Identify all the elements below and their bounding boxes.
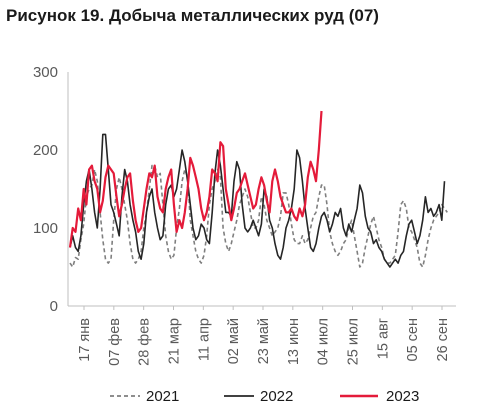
x-tick-label: 28 фев xyxy=(137,318,153,366)
x-tick-label: 15 авг xyxy=(375,318,391,359)
x-tick-label: 21 мар xyxy=(167,318,183,364)
series-line-2023 xyxy=(68,110,323,248)
series-lines xyxy=(68,110,448,268)
legend-label-2021: 2021 xyxy=(146,388,179,405)
x-tick-label: 17 янв xyxy=(77,318,93,362)
x-tick-label: 07 фев xyxy=(107,318,123,366)
y-tick-label: 200 xyxy=(33,142,58,159)
y-axis: 0 100 200 300 xyxy=(33,64,69,315)
x-tick-label: 04 июл xyxy=(316,318,332,365)
legend: 2021 2022 2023 xyxy=(110,388,419,405)
legend-label-2022: 2022 xyxy=(260,388,293,405)
x-tick-label: 25 июл xyxy=(346,318,362,365)
y-tick-label: 300 xyxy=(33,64,58,81)
x-tick-label: 05 сен xyxy=(405,318,421,361)
y-tick-label: 100 xyxy=(33,220,58,237)
x-tick-label: 13 июн xyxy=(286,318,302,365)
x-tick-label: 11 апр xyxy=(196,318,212,361)
x-tick-label: 23 май xyxy=(256,318,272,364)
series-line-2022 xyxy=(69,133,446,268)
x-tick-label: 02 май xyxy=(226,318,242,364)
x-axis: 17 янв 07 фев 28 фев 21 мар 11 апр 02 май 23 м… xyxy=(68,305,456,366)
legend-label-2023: 2023 xyxy=(386,388,419,405)
chart-title: Рисунок 19. Добыча металлических руд (07… xyxy=(6,6,379,25)
x-tick-label: 26 сен xyxy=(435,318,451,361)
y-tick-label: 0 xyxy=(50,298,58,315)
